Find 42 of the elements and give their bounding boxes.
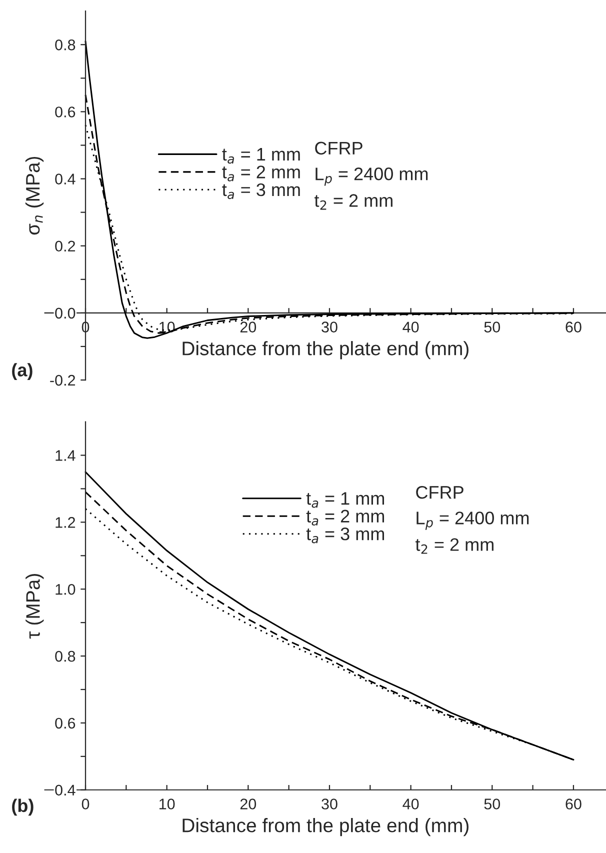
legend-label: t$_{a}$ = 2 mm bbox=[306, 510, 384, 526]
annotation: CFRP bbox=[416, 486, 464, 499]
x-tick-label: 20 bbox=[240, 798, 256, 810]
y-tick-label: 0.4 bbox=[55, 174, 76, 184]
text: (b) bbox=[12, 798, 34, 816]
annotation: t$_{2}$ = 2 mm bbox=[415, 538, 494, 554]
x-tick-label: 50 bbox=[484, 798, 500, 810]
x-tick-label: 50 bbox=[484, 322, 500, 332]
x-tick-label: 30 bbox=[322, 322, 338, 332]
y-tick-label: 1.0 bbox=[56, 584, 76, 595]
y-axis-title: τ (MPa) bbox=[26, 574, 44, 639]
text: (a) bbox=[12, 363, 32, 380]
x-tick-label: 20 bbox=[240, 322, 256, 332]
y-axis-title: σ$_{n}$ (MPa) bbox=[25, 156, 44, 235]
x-tick-label: 60 bbox=[566, 322, 582, 332]
legend-label: t$_{a}$ = 1 mm bbox=[306, 492, 384, 508]
x-tick-label: 0 bbox=[82, 798, 90, 810]
legend-label: t$_{a}$ = 2 mm bbox=[222, 166, 300, 182]
legend-label: t$_{a}$ = 3 mm bbox=[222, 183, 300, 200]
y-tick-label: 1.4 bbox=[56, 450, 76, 461]
annotation: t$_{2}$ = 2 mm bbox=[314, 194, 392, 210]
legend-label: t$_{a}$ = 1 mm bbox=[222, 148, 300, 164]
y-tick-label: 0.4 bbox=[55, 784, 76, 796]
x-axis-title: Distance from the plate end (mm) bbox=[182, 818, 468, 836]
y-tick-label: 0.2 bbox=[55, 240, 76, 252]
y-tick-label: 0.8 bbox=[55, 650, 76, 662]
y-tick-label: 0.8 bbox=[55, 39, 76, 50]
annotation: L$_{p}$ = 2400 mm bbox=[416, 512, 529, 530]
annotation: CFRP bbox=[315, 142, 362, 155]
y-tick-label: 0.6 bbox=[55, 718, 76, 729]
x-tick-label: 40 bbox=[402, 322, 419, 332]
x-tick-label: 60 bbox=[566, 798, 582, 810]
y-tick-label: -0.2 bbox=[50, 374, 76, 386]
x-tick-label: 40 bbox=[402, 798, 419, 810]
y-tick-label: 1.2 bbox=[56, 517, 76, 528]
annotation: L$_{p}$ = 2400 mm bbox=[316, 168, 428, 186]
y-tick-label: 0.6 bbox=[55, 106, 76, 118]
y-tick-label: 0.0 bbox=[55, 308, 76, 319]
x-tick-label: 10 bbox=[160, 798, 175, 810]
x-axis-title: Distance from the plate end (mm) bbox=[182, 341, 468, 360]
legend-label: t$_{a}$ = 3 mm bbox=[306, 528, 384, 544]
x-tick-label: 30 bbox=[322, 798, 338, 810]
